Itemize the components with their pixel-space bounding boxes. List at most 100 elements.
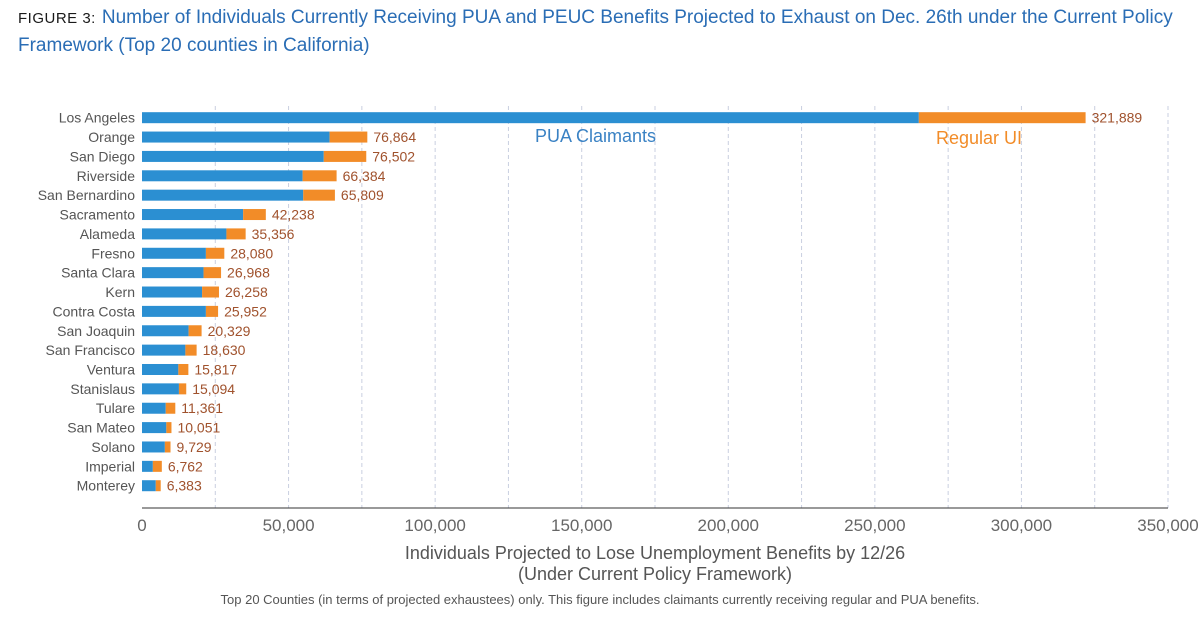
bar-regular-ui (205, 305, 219, 317)
category-label: Imperial (85, 458, 135, 474)
bar-regular-ui (188, 325, 202, 337)
bar-regular-ui (164, 441, 171, 453)
category-label: San Diego (70, 148, 136, 164)
category-label: Ventura (87, 361, 135, 377)
bar-regular-ui (226, 228, 246, 240)
total-label: 26,258 (225, 284, 268, 300)
figure-title: FIGURE 3: Number of Individuals Currently… (18, 4, 1178, 59)
figure-label: FIGURE 3: (18, 10, 96, 27)
bar-regular-ui (323, 150, 367, 162)
bar-regular-ui (185, 344, 197, 356)
bar-pua (142, 383, 179, 395)
total-label: 20,329 (208, 323, 251, 339)
grid-lines (214, 106, 1169, 508)
category-label: San Francisco (46, 342, 136, 358)
x-axis-title: Individuals Projected to Lose Unemployme… (405, 543, 905, 563)
x-tick-labels: 0 50,000 100,000 150,000 200,000 250,000 300,0… (137, 516, 1198, 535)
total-label: 35,356 (252, 226, 295, 242)
x-axis-subtitle: (Under Current Policy Framework) (518, 564, 792, 584)
total-label: 9,729 (177, 439, 212, 455)
category-label: San Bernardino (38, 187, 136, 203)
bar-pua (142, 267, 204, 279)
total-label: 6,762 (168, 458, 203, 474)
bar-pua (142, 209, 244, 221)
category-label: Alameda (80, 226, 135, 242)
total-label: 28,080 (230, 245, 273, 261)
total-label: 26,968 (227, 265, 270, 281)
bar-pua (142, 228, 227, 240)
bar-regular-ui (243, 209, 266, 221)
category-label: Contra Costa (53, 303, 136, 319)
total-label: 11,361 (181, 400, 223, 416)
bar-regular-ui (329, 131, 368, 143)
total-label: 25,952 (224, 303, 267, 319)
category-label: Kern (105, 284, 135, 300)
bars (142, 112, 1086, 492)
bar-regular-ui (203, 267, 222, 279)
bar-regular-ui (302, 170, 337, 182)
bar-pua (142, 460, 153, 472)
bar-pua (142, 480, 156, 492)
x-tick-label: 150,000 (551, 516, 612, 535)
series-label-regular-ui: Regular UI (936, 128, 1022, 148)
category-labels: Los Angeles Orange San Diego Riverside San B… (38, 110, 136, 494)
x-tick-label: 250,000 (844, 516, 905, 535)
category-label: Monterey (77, 478, 135, 494)
category-label: Santa Clara (61, 265, 135, 281)
category-label: Sacramento (60, 207, 136, 223)
total-labels: 321,889 76,864 76,502 66,384 65,809 42,238 35,… (167, 110, 1143, 494)
total-label: 66,384 (343, 168, 386, 184)
bar-pua (142, 131, 330, 143)
total-label: 76,864 (373, 129, 416, 145)
x-tick-label: 50,000 (263, 516, 315, 535)
bar-pua (142, 170, 303, 182)
total-label: 6,383 (167, 478, 202, 494)
bar-pua (142, 189, 304, 201)
total-label: 321,889 (1092, 110, 1143, 126)
category-label: Los Angeles (59, 110, 135, 126)
total-label: 76,502 (372, 148, 415, 164)
category-label: Solano (91, 439, 135, 455)
bar-pua (142, 402, 166, 414)
bar-pua (142, 112, 919, 124)
category-label: Tulare (96, 400, 135, 416)
bar-pua (142, 247, 206, 259)
bar-pua (142, 422, 167, 434)
bar-pua (142, 325, 189, 337)
total-label: 15,817 (194, 361, 237, 377)
footnote: Top 20 Counties (in terms of projected e… (220, 592, 980, 607)
bar-pua (142, 150, 324, 162)
total-label: 65,809 (341, 187, 384, 203)
figure-title-text: Number of Individuals Currently Receivin… (18, 7, 1173, 56)
x-tick-label: 300,000 (991, 516, 1052, 535)
bar-pua (142, 286, 203, 298)
category-label: San Mateo (67, 420, 135, 436)
bar-pua (142, 363, 179, 375)
total-label: 42,238 (272, 207, 315, 223)
bar-regular-ui (918, 112, 1086, 124)
bar-regular-ui (165, 402, 176, 414)
category-label: Fresno (91, 245, 135, 261)
x-tick-label: 350,000 (1137, 516, 1198, 535)
bar-pua (142, 344, 186, 356)
bar-regular-ui (155, 480, 161, 492)
bar-regular-ui (202, 286, 219, 298)
x-tick-label: 0 (137, 516, 146, 535)
category-label: Orange (88, 129, 135, 145)
bar-regular-ui (303, 189, 335, 201)
series-label-pua: PUA Claimants (535, 126, 656, 146)
category-label: Stanislaus (70, 381, 135, 397)
category-label: Riverside (77, 168, 136, 184)
total-label: 10,051 (177, 420, 220, 436)
bar-pua (142, 305, 206, 317)
x-tick-label: 200,000 (698, 516, 759, 535)
bar-regular-ui (178, 363, 189, 375)
bar-regular-ui (178, 383, 187, 395)
category-label: San Joaquin (57, 323, 135, 339)
bar-pua (142, 441, 165, 453)
bar-regular-ui (166, 422, 172, 434)
stacked-bar-chart: Los Angeles Orange San Diego Riverside San B… (38, 106, 1199, 584)
bar-regular-ui (152, 460, 162, 472)
total-label: 18,630 (203, 342, 246, 358)
x-tick-label: 100,000 (404, 516, 465, 535)
